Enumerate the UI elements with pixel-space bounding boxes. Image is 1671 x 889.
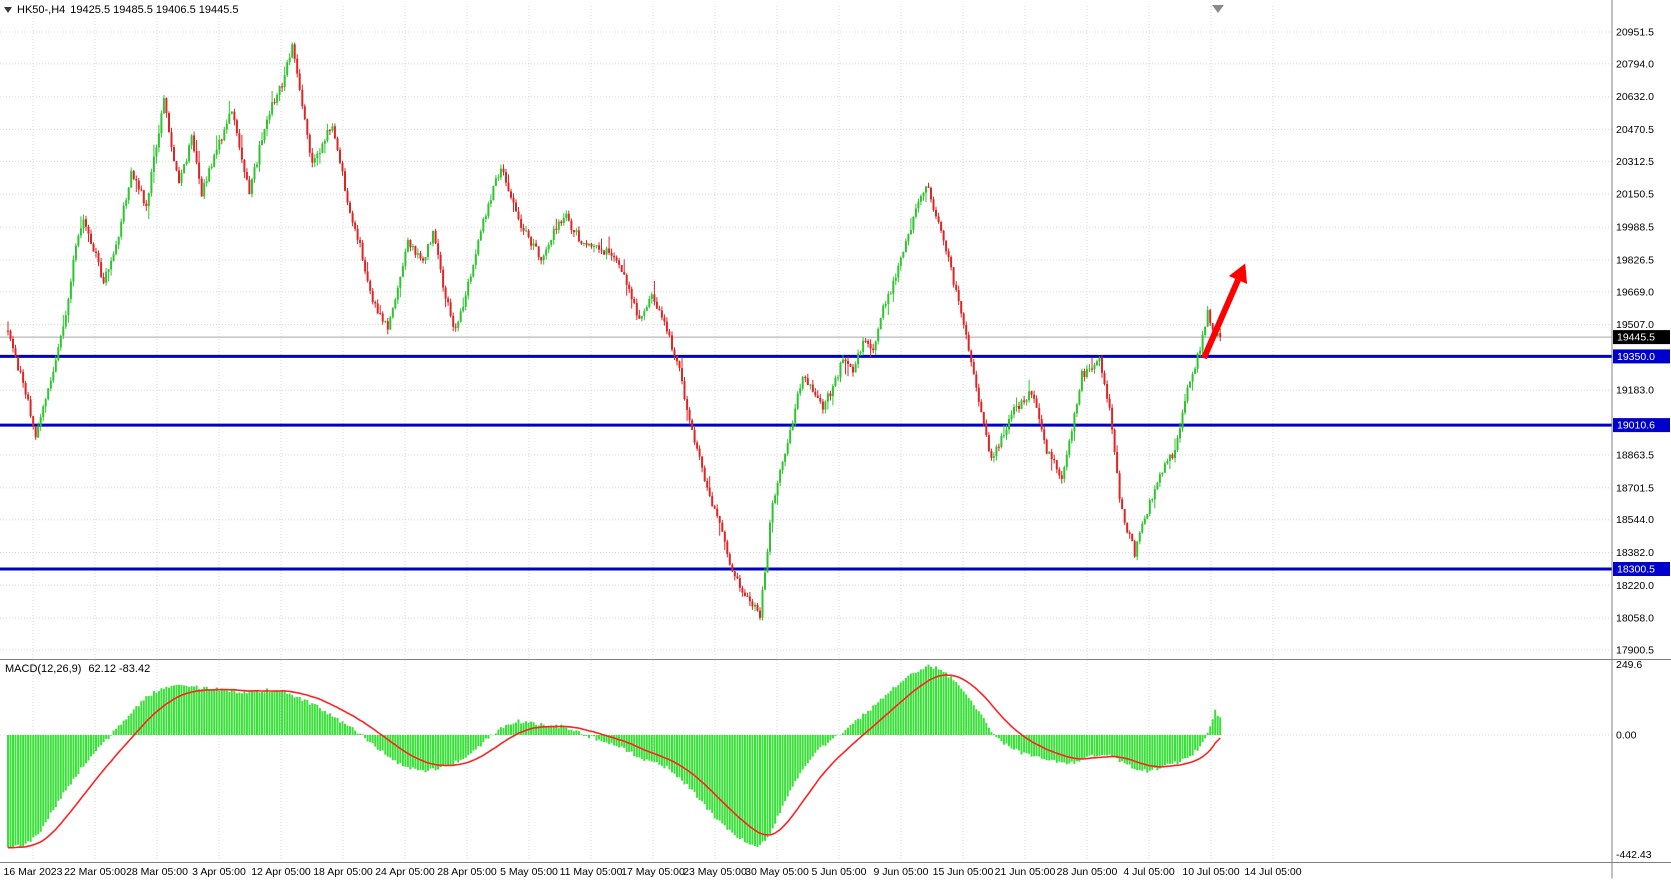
candlestick-series <box>7 42 1222 621</box>
price-tick-label: 20632.0 <box>1616 91 1654 103</box>
date-tick-label: 15 Jun 05:00 <box>933 866 994 878</box>
level-price-box <box>1613 349 1670 364</box>
price-tick-label: 20470.5 <box>1616 124 1654 136</box>
date-tick-label: 18 Apr 05:00 <box>313 866 373 878</box>
date-tick-label: 5 Jun 05:00 <box>812 866 867 878</box>
macd-axis: 249.6 0.00 -442.43 <box>1616 659 1652 861</box>
date-tick-label: 12 Apr 05:00 <box>251 866 311 878</box>
symbol-period-label: HK50-,H4 <box>17 4 66 16</box>
date-tick-label: 14 Jul 05:00 <box>1244 866 1301 878</box>
chart-shift-marker-icon[interactable] <box>1212 5 1224 13</box>
price-tick-label: 17900.5 <box>1616 645 1654 657</box>
date-tick-label: 21 Jun 05:00 <box>995 866 1056 878</box>
time-axis[interactable]: 16 Mar 2023 22 Mar 05:00 28 Mar 05:00 3 Apr… <box>4 866 1302 878</box>
level-price-box <box>1613 562 1670 576</box>
one-click-trading-icon[interactable] <box>4 7 12 13</box>
date-tick-label: 3 Apr 05:00 <box>192 866 246 878</box>
macd-header: MACD(12,26,9) 62.12 -83.42 <box>5 663 150 675</box>
date-tick-label: 9 Jun 05:00 <box>874 866 929 878</box>
current-price-label: 19445.5 <box>1617 332 1655 344</box>
current-price-box <box>1613 330 1670 345</box>
date-tick-label: 24 Apr 05:00 <box>375 866 435 878</box>
price-tick-label: 20951.5 <box>1616 27 1654 39</box>
price-tick-label: 18701.5 <box>1616 482 1654 494</box>
date-tick-label: 23 May 05:00 <box>683 866 747 878</box>
macd-tick-label: -442.43 <box>1616 849 1652 861</box>
price-tick-label: 18058.0 <box>1616 613 1654 625</box>
price-tick-label: 18863.5 <box>1616 449 1654 461</box>
date-tick-label: 10 Jul 05:00 <box>1182 866 1239 878</box>
price-axis[interactable]: 20951.5 20794.0 20632.0 20470.5 20312.5 20150… <box>1613 27 1670 657</box>
date-tick-label: 16 Mar 2023 <box>4 866 63 878</box>
price-tick-label: 19988.5 <box>1616 222 1654 234</box>
level-price-box <box>1613 418 1670 433</box>
date-tick-label: 30 May 05:00 <box>745 866 809 878</box>
macd-indicator-values: 62.12 -83.42 <box>88 663 151 675</box>
date-tick-label: 22 Mar 05:00 <box>64 866 126 878</box>
price-tick-label: 18544.0 <box>1616 514 1654 526</box>
date-tick-label: 28 Apr 05:00 <box>437 866 497 878</box>
macd-indicator-label: MACD(12,26,9) <box>5 663 82 675</box>
support-resistance-lines[interactable] <box>0 354 1612 571</box>
trend-arrow-annotation[interactable] <box>1201 263 1248 360</box>
macd-tick-label: 249.6 <box>1616 659 1642 671</box>
date-tick-label: 28 Jun 05:00 <box>1057 866 1118 878</box>
chart-header: HK50-,H4 19425.5 19485.5 19406.5 19445.5 <box>4 4 239 16</box>
macd-signal-line <box>8 674 1221 849</box>
price-tick-label: 20794.0 <box>1616 58 1654 70</box>
date-tick-label: 28 Mar 05:00 <box>126 866 188 878</box>
price-tick-label: 18382.0 <box>1616 547 1654 559</box>
price-tick-label: 19826.5 <box>1616 254 1654 266</box>
date-tick-label: 17 May 05:00 <box>621 866 685 878</box>
price-tick-label: 20150.5 <box>1616 189 1654 201</box>
ohlc-values: 19425.5 19485.5 19406.5 19445.5 <box>70 4 239 16</box>
date-tick-label: 4 Jul 05:00 <box>1123 866 1175 878</box>
macd-tick-label: 0.00 <box>1616 730 1637 742</box>
price-tick-label: 20312.5 <box>1616 156 1654 168</box>
price-tick-label: 19669.0 <box>1616 286 1654 298</box>
date-tick-label: 11 May 05:00 <box>560 866 623 878</box>
level-price-label: 19350.0 <box>1617 351 1655 363</box>
price-tick-label: 19183.0 <box>1616 385 1654 397</box>
price-tick-label: 19507.0 <box>1616 319 1654 331</box>
price-tick-label: 18220.0 <box>1616 580 1654 592</box>
date-tick-label: 5 May 05:00 <box>500 866 558 878</box>
level-price-label: 19010.6 <box>1617 420 1655 432</box>
level-price-label: 18300.5 <box>1617 564 1655 576</box>
